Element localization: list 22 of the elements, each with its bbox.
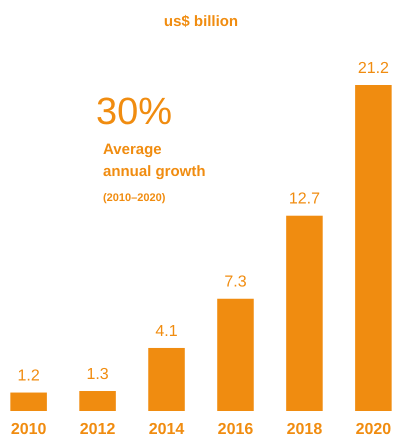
- data-label: 4.1: [155, 322, 178, 340]
- bar: [10, 392, 47, 411]
- data-label: 21.2: [358, 60, 390, 77]
- x-tick-label: 2018: [286, 421, 322, 436]
- chart-title: us$ billion: [164, 13, 238, 30]
- annotation: (2010–2020): [103, 192, 166, 204]
- x-tick-label: 2010: [10, 421, 47, 436]
- x-tick-label: 2012: [80, 421, 116, 436]
- data-label: 1.2: [17, 368, 40, 385]
- bar: [148, 348, 185, 411]
- x-tick-label: 2016: [218, 421, 254, 436]
- bar: [286, 216, 323, 411]
- data-label: 7.3: [224, 274, 247, 291]
- x-tick-label: 2020: [356, 421, 392, 436]
- bar: [79, 391, 116, 411]
- bar: [355, 85, 392, 411]
- annotation: 30%: [96, 91, 172, 133]
- data-label: 1.3: [86, 366, 109, 384]
- x-tick-label: 2014: [148, 421, 184, 436]
- bar: [217, 298, 254, 411]
- annotation: Average annual growth: [103, 141, 206, 180]
- data-label: 12.7: [288, 190, 320, 208]
